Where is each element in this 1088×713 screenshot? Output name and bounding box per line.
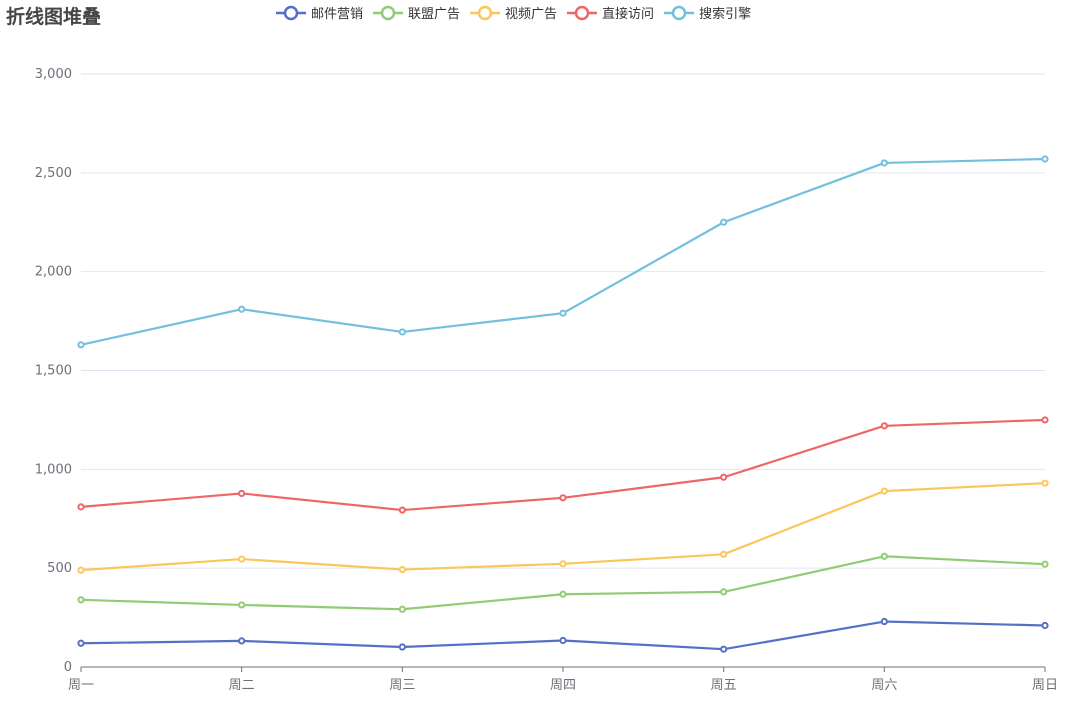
data-point[interactable] [720,588,728,596]
data-point[interactable] [880,422,888,430]
series-line-邮件营销 [80,620,1046,651]
legend-marker [671,5,687,20]
legend-marker [574,5,590,20]
legend-label: 联盟广告 [408,7,461,22]
data-point[interactable] [1041,155,1049,163]
data-point[interactable] [77,639,85,647]
legend-label: 直接访问 [602,7,655,22]
legend-swatch-icon [664,5,695,20]
data-point[interactable] [880,487,888,495]
series-line-搜索引擎 [80,157,1046,346]
data-point[interactable] [1041,621,1049,630]
y-tick-label: 3,000 [35,67,72,82]
data-point[interactable] [238,555,246,563]
y-tick-label: 2,500 [35,166,72,181]
data-point[interactable] [1041,479,1049,487]
data-point[interactable] [77,566,85,574]
legend-swatch-icon [567,5,598,20]
data-point[interactable] [398,328,406,336]
data-point[interactable] [77,503,85,511]
data-point[interactable] [720,218,728,226]
y-tick-label: 0 [64,660,72,675]
data-point[interactable] [238,637,246,645]
x-tick-label: 周六 [871,678,897,693]
data-point[interactable] [238,601,246,609]
legend-item[interactable]: 联盟广告 [373,3,460,22]
legend-marker [380,5,396,20]
legend-item[interactable]: 视频广告 [470,3,557,22]
data-point[interactable] [238,305,246,313]
legend-swatch-icon [470,5,501,20]
data-point[interactable] [559,590,567,598]
data-point[interactable] [77,596,85,604]
data-point[interactable] [1041,560,1049,568]
legend-label: 邮件营销 [311,7,364,22]
x-tick-label: 周日 [1032,678,1058,693]
x-tick-label: 周二 [229,678,255,693]
legend-marker [477,5,493,20]
data-point[interactable] [1041,416,1049,424]
y-tick-label: 1,000 [35,462,72,477]
data-point[interactable] [720,645,728,653]
data-point[interactable] [880,552,888,560]
x-tick-label: 周一 [68,678,94,693]
legend-item[interactable]: 搜索引擎 [664,3,751,22]
x-tick-label: 周三 [389,678,415,693]
chart-title: 折线图堆叠 [6,6,102,28]
data-point[interactable] [559,309,567,317]
y-tick-label: 1,500 [35,364,72,379]
data-point[interactable] [880,617,888,626]
data-point[interactable] [559,560,567,568]
data-point[interactable] [398,643,406,651]
data-point[interactable] [720,550,728,558]
data-point[interactable] [398,605,406,613]
y-tick-label: 2,000 [35,265,72,280]
x-tick-label: 周四 [550,678,576,693]
data-point[interactable] [398,565,406,574]
data-point[interactable] [398,506,406,514]
data-point[interactable] [559,494,567,502]
y-tick-label: 500 [47,561,72,576]
legend-marker [283,5,299,20]
legend-swatch-icon [373,5,404,20]
data-point[interactable] [238,489,246,498]
legend-label: 视频广告 [505,7,558,22]
legend: 邮件营销 联盟广告 视频广告 直接访问 搜索引擎 [276,3,761,22]
data-point[interactable] [880,159,888,167]
legend-item[interactable]: 邮件营销 [276,3,363,22]
legend-swatch-icon [276,5,306,20]
x-tick-label: 周五 [711,678,737,693]
data-point[interactable] [559,636,567,645]
data-point[interactable] [720,473,728,481]
legend-label: 搜索引擎 [699,7,752,22]
data-point[interactable] [77,341,85,349]
legend-item[interactable]: 直接访问 [567,3,654,22]
